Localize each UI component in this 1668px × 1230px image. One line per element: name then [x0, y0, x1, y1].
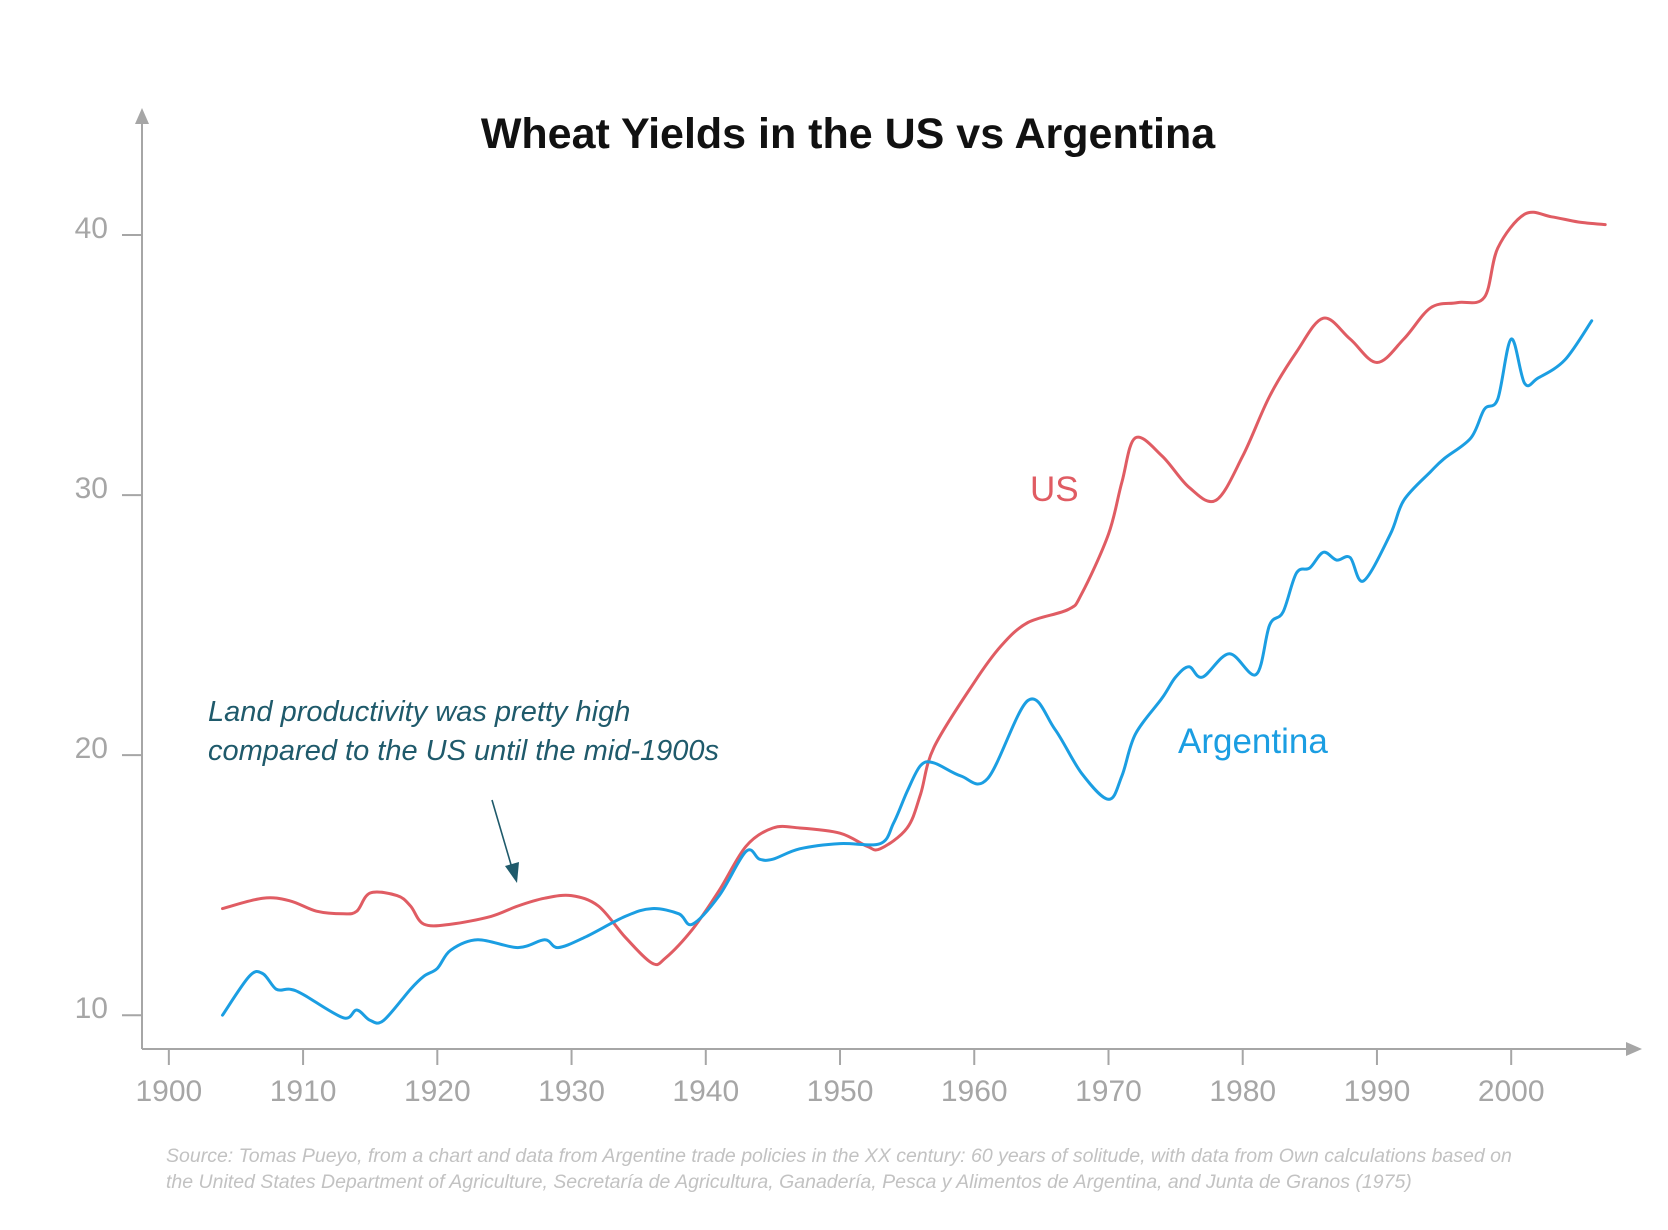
x-tick-label: 1960 — [941, 1075, 1008, 1108]
x-tick-label: 2000 — [1478, 1075, 1545, 1108]
us-series-label: US — [1030, 470, 1079, 509]
x-tick-label: 1920 — [404, 1075, 471, 1108]
x-tick-label: 1940 — [672, 1075, 739, 1108]
annotation-arrow-icon — [505, 862, 519, 883]
argentina-series-label: Argentina — [1178, 722, 1328, 761]
us-series-line — [221, 210, 1607, 967]
y-tick-label: 20 — [75, 732, 108, 765]
y-tick-label: 40 — [75, 212, 108, 245]
x-tick-label: 1900 — [135, 1075, 202, 1108]
x-tick-label: 1930 — [538, 1075, 605, 1108]
source-line-1: Source: Tomas Pueyo, from a chart and da… — [166, 1145, 1512, 1167]
source-line-2: the United States Department of Agricult… — [166, 1171, 1412, 1193]
x-ticks: 1900 1910 1920 1930 1940 1950 1960 1970 1980 1990… — [135, 1049, 1545, 1108]
x-tick-label: 1990 — [1344, 1075, 1411, 1108]
annotation-line-2: compared to the US until the mid-1900s — [208, 735, 719, 767]
y-ticks: 10 20 30 40 — [75, 212, 142, 1025]
x-tick-label: 1910 — [270, 1075, 337, 1108]
x-axis-arrow-icon — [1626, 1042, 1642, 1056]
series-group — [221, 210, 1607, 1025]
argentina-series-line — [221, 319, 1594, 1025]
x-tick-label: 1950 — [807, 1075, 874, 1108]
annotation-line-1: Land productivity was pretty high — [208, 696, 630, 728]
annotation-arrow-line — [491, 799, 513, 869]
y-axis-arrow-icon — [135, 108, 149, 124]
y-tick-label: 10 — [75, 992, 108, 1025]
chart-title: Wheat Yields in the US vs Argentina — [481, 110, 1216, 158]
x-tick-label: 1980 — [1209, 1075, 1276, 1108]
y-tick-label: 30 — [75, 472, 108, 505]
x-tick-label: 1970 — [1075, 1075, 1142, 1108]
